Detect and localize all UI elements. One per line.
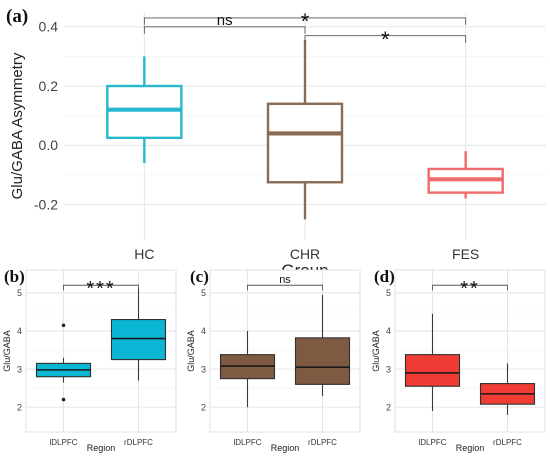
- y-tick-label: 5: [17, 288, 22, 298]
- significance-label: **: [460, 278, 480, 300]
- box-chr: [266, 40, 344, 220]
- y-tick-label: 3: [386, 364, 391, 374]
- y-tick-label: 5: [386, 288, 391, 298]
- box-ldlpfc: [404, 313, 461, 412]
- significance-bracket: [304, 35, 467, 43]
- outlier-point: [61, 323, 66, 328]
- bracket-line: [143, 17, 467, 25]
- plot-area: [209, 269, 361, 433]
- bracket-line: [143, 26, 306, 34]
- x-axis-title: Region: [87, 443, 116, 453]
- significance-label: *: [301, 9, 310, 34]
- panel-label: (c): [190, 267, 209, 286]
- y-tick-label: 0.4: [39, 19, 59, 35]
- y-tick-label: 2: [17, 402, 22, 412]
- y-axis-title: Glu/GABA: [2, 330, 12, 372]
- bracket-line: [63, 284, 139, 291]
- y-tick-label: 4: [386, 326, 391, 336]
- significance-bracket: [247, 284, 323, 291]
- y-tick-label: 0.0: [39, 137, 59, 153]
- significance-bracket: [143, 26, 306, 34]
- panel-label: (b): [4, 267, 25, 286]
- box-rdlpfc: [110, 287, 167, 381]
- box-rdlpfc: [294, 294, 351, 396]
- y-tick-label: 2: [201, 402, 206, 412]
- y-tick-label: 3: [17, 364, 22, 374]
- box-iqr: [106, 84, 183, 140]
- box-rdlpfc: [479, 363, 536, 415]
- x-tick-label: lDLPFC: [418, 438, 446, 447]
- significance-label: ns: [279, 274, 291, 286]
- x-tick-label: HC: [134, 246, 154, 262]
- significance-label: ns: [217, 12, 233, 29]
- box-ldlpfc: [219, 330, 276, 408]
- x-tick-label: lDLPFC: [49, 438, 77, 447]
- y-tick-label: 5: [201, 288, 206, 298]
- box-iqr: [110, 319, 167, 361]
- y-tick-label: 3: [201, 364, 206, 374]
- x-axis-title: Region: [271, 443, 300, 453]
- bracket-line: [432, 284, 508, 291]
- outlier-point: [61, 397, 66, 402]
- significance-bracket: [432, 284, 508, 291]
- x-axis-title: Region: [456, 443, 485, 453]
- plot-area: [394, 269, 546, 433]
- y-axis-title: Glu/GABA Asymmetry: [9, 52, 26, 199]
- panel-label: (a): [6, 6, 28, 27]
- box-ldlpfc: [35, 323, 92, 402]
- y-tick-label: 4: [201, 326, 206, 336]
- x-tick-label: lDLPFC: [233, 438, 261, 447]
- y-tick-label: 4: [17, 326, 22, 336]
- significance-bracket: [63, 284, 139, 291]
- y-axis-title: Glu/GABA: [186, 330, 196, 372]
- box-hc: [106, 56, 183, 164]
- y-tick-label: 0.2: [39, 78, 59, 94]
- box-iqr: [294, 337, 351, 385]
- box-iqr: [266, 102, 344, 184]
- bracket-line: [247, 284, 323, 291]
- box-iqr: [404, 354, 461, 387]
- significance-label: *: [381, 27, 390, 52]
- x-tick-label: rDLPFC: [308, 438, 337, 447]
- box-fes: [427, 151, 504, 199]
- y-tick-label: 2: [386, 402, 391, 412]
- x-tick-label: rDLPFC: [493, 438, 522, 447]
- x-tick-label: CHR: [290, 246, 320, 262]
- x-tick-label: FES: [452, 246, 479, 262]
- significance-label: ***: [86, 278, 115, 300]
- y-axis-title: Glu/GABA: [371, 330, 381, 372]
- panel-label: (d): [374, 267, 395, 286]
- significance-bracket: [143, 17, 467, 25]
- bracket-line: [304, 35, 467, 43]
- x-tick-label: rDLPFC: [124, 438, 153, 447]
- y-tick-label: -0.2: [34, 196, 58, 212]
